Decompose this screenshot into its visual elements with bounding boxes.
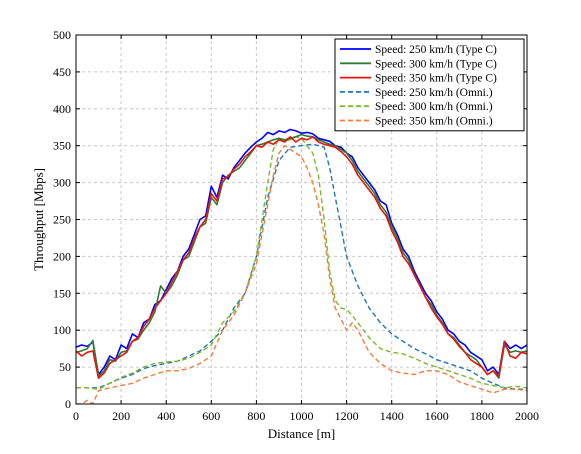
x-tick-label: 1600	[425, 409, 449, 423]
series-layer	[76, 128, 527, 404]
legend-label: Speed: 300 km/h (Omni.)	[375, 101, 493, 113]
legend-label: Speed: 250 km/h (Omni.)	[375, 87, 493, 99]
x-tick-label: 600	[202, 409, 220, 423]
y-tick-label: 50	[59, 360, 71, 374]
y-tick-label: 500	[53, 28, 71, 42]
y-tick-label: 150	[53, 286, 71, 300]
y-tick-label: 250	[53, 213, 71, 227]
y-tick-label: 450	[53, 65, 71, 79]
x-axis-label: Distance [m]	[268, 426, 336, 441]
x-tick-label: 0	[73, 409, 79, 423]
x-tick-label: 2000	[515, 409, 539, 423]
x-tick-label: 800	[247, 409, 265, 423]
y-tick-label: 100	[53, 323, 71, 337]
x-tick-label: 1000	[290, 409, 314, 423]
legend: Speed: 250 km/h (Type C) Speed: 300 km/h …	[334, 38, 525, 132]
legend-label: Speed: 350 km/h (Type C)	[375, 73, 497, 85]
x-tick-label: 400	[157, 409, 175, 423]
x-tick-label: 1200	[335, 409, 359, 423]
series-line-3	[76, 136, 527, 380]
x-tick-label: 1400	[380, 409, 404, 423]
y-tick-label: 300	[53, 176, 71, 190]
legend-box	[334, 38, 525, 132]
y-tick-label: 0	[65, 397, 71, 411]
y-axis-label: Throughput [Mbps]	[31, 168, 46, 271]
legend-label: Speed: 350 km/h (Omni.)	[375, 116, 493, 128]
x-tick-label: 200	[112, 409, 130, 423]
series-line-5	[76, 136, 527, 390]
y-tick-label: 200	[53, 249, 71, 263]
tick-layer: 0 200 400 600 800 1000 1200 1400 1600 1800 2000 0 50…	[53, 28, 539, 423]
y-tick-label: 350	[53, 139, 71, 153]
y-tick-label: 400	[53, 102, 71, 116]
series-line-4	[76, 143, 527, 390]
x-tick-label: 1800	[470, 409, 494, 423]
legend-label: Speed: 300 km/h (Type C)	[375, 58, 497, 70]
legend-label: Speed: 250 km/h (Type C)	[375, 44, 497, 56]
series-line-6	[76, 144, 527, 404]
